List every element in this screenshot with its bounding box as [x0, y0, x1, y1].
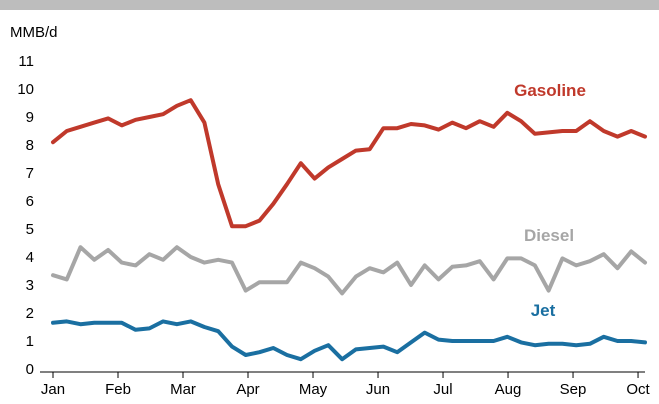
y-tick-label: 0	[26, 361, 34, 378]
y-tick-label: 10	[17, 81, 34, 98]
x-tick-label: May	[299, 381, 328, 398]
series-label-jet: Jet	[531, 301, 556, 320]
y-tick-label: 7	[26, 165, 34, 182]
y-tick-label: 9	[26, 109, 34, 126]
series-line-gasoline	[51, 98, 647, 229]
x-tick-label: Sep	[560, 381, 587, 398]
y-tick-label: 4	[26, 249, 34, 266]
series-line-diesel	[51, 245, 647, 296]
series-label-gasoline: Gasoline	[514, 81, 586, 100]
y-tick-label: 8	[26, 137, 34, 154]
y-tick-label: 11	[18, 53, 34, 70]
series-lines	[51, 98, 647, 362]
x-tick-label: Feb	[105, 381, 131, 398]
x-tick-label: Apr	[236, 381, 259, 398]
y-axis-ticks: 0 1 2 3 4 5 6 7 8 9 10 11	[17, 53, 34, 378]
y-tick-label: 2	[26, 305, 34, 322]
series-line-jet	[51, 319, 647, 362]
x-tick-label: Jun	[366, 381, 390, 398]
x-tick-label: Jan	[41, 381, 65, 398]
series-labels: Gasoline Diesel Jet	[514, 81, 586, 320]
y-tick-label: 1	[26, 333, 34, 350]
unit-label: MMB/d	[10, 24, 58, 41]
x-tick-label: Aug	[495, 381, 522, 398]
top-border-bar	[0, 0, 659, 10]
x-tick-label: Oct	[626, 381, 650, 398]
series-label-diesel: Diesel	[524, 226, 574, 245]
x-tick-label: Mar	[170, 381, 196, 398]
x-axis-ticks: Jan Feb Mar Apr May Jun Jul Aug Sep Oct	[41, 372, 651, 398]
y-tick-label: 5	[26, 221, 34, 238]
y-tick-label: 3	[26, 277, 34, 294]
y-tick-label: 6	[26, 193, 34, 210]
x-tick-label: Jul	[433, 381, 452, 398]
